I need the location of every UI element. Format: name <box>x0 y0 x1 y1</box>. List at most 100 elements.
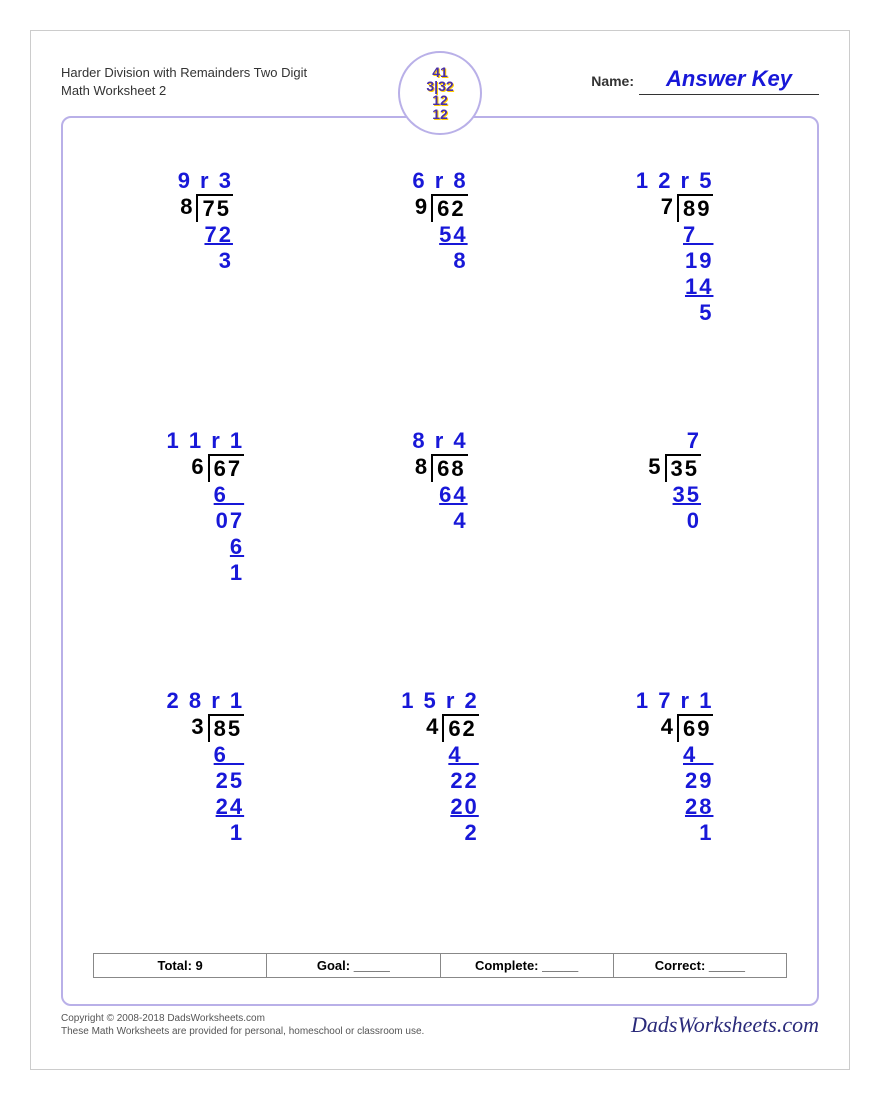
work-line: 6 <box>167 534 245 560</box>
dividend: 89 <box>677 194 713 222</box>
work-line: 2 <box>401 820 479 846</box>
work-line: 64 <box>412 482 467 508</box>
quotient: 1 1 r 1 <box>167 428 245 454</box>
work-line: 24 <box>167 794 245 820</box>
problem-work: 1 2 r 57897 19145 <box>636 168 714 326</box>
logo-icon: 413|321212 <box>426 65 453 121</box>
work-line: 6 <box>167 482 245 508</box>
quotient: 6 r 8 <box>412 168 467 194</box>
work-line: 3 <box>178 248 233 274</box>
dividend: 85 <box>208 714 244 742</box>
footer: Copyright © 2008-2018 DadsWorksheets.com… <box>61 1012 819 1038</box>
divisor: 3 <box>191 714 207 740</box>
work-line: 4 <box>412 508 467 534</box>
divisor-dividend: 535 <box>648 454 701 482</box>
work-line: 28 <box>636 794 714 820</box>
work-line: 07 <box>167 508 245 534</box>
work-line: 25 <box>167 768 245 794</box>
work-line: 7 <box>636 222 714 248</box>
division-problem: 1 7 r 14694 29281 <box>562 688 787 938</box>
quotient: 2 8 r 1 <box>167 688 245 714</box>
division-problem: 6 r 8962548 <box>328 168 553 418</box>
divisor: 8 <box>180 194 196 220</box>
dividend: 62 <box>431 194 467 222</box>
work-line: 14 <box>636 274 714 300</box>
divisor: 9 <box>415 194 431 220</box>
quotient: 1 5 r 2 <box>401 688 479 714</box>
divisor: 4 <box>661 714 677 740</box>
quotient: 1 2 r 5 <box>636 168 714 194</box>
work-line: 35 <box>648 482 701 508</box>
divisor-dividend: 875 <box>178 194 233 222</box>
work-line: 4 <box>636 742 714 768</box>
problem-work: 7535350 <box>648 428 701 534</box>
footer-left: Copyright © 2008-2018 DadsWorksheets.com… <box>61 1012 424 1038</box>
summary-goal: Goal: _____ <box>267 954 440 977</box>
work-line: 29 <box>636 768 714 794</box>
work-line: 1 <box>167 560 245 586</box>
divisor-dividend: 385 <box>167 714 245 742</box>
worksheet-title: Harder Division with Remainders Two Digi… <box>61 56 321 100</box>
divisor: 6 <box>191 454 207 480</box>
work-line: 1 <box>636 820 714 846</box>
division-problem: 2 8 r 13856 25241 <box>93 688 318 938</box>
quotient: 7 <box>648 428 701 454</box>
divisor-dividend: 868 <box>412 454 467 482</box>
division-problem: 1 5 r 24624 22202 <box>328 688 553 938</box>
divisor-dividend: 462 <box>401 714 479 742</box>
work-line: 4 <box>401 742 479 768</box>
division-problem: 8 r 4868644 <box>328 428 553 678</box>
copyright-text: Copyright © 2008-2018 DadsWorksheets.com <box>61 1012 424 1025</box>
work-line: 0 <box>648 508 701 534</box>
dividend: 75 <box>196 194 232 222</box>
divisor-dividend: 667 <box>167 454 245 482</box>
quotient: 9 r 3 <box>178 168 233 194</box>
name-field: Name: Answer Key <box>591 66 819 95</box>
dividend: 67 <box>208 454 244 482</box>
answer-key-text: Answer Key <box>639 66 819 95</box>
division-problem: 7535350 <box>562 428 787 678</box>
problems-grid: 9 r 38757236 r 89625481 2 r 57897 191451… <box>93 168 787 938</box>
name-label: Name: <box>591 73 634 89</box>
problem-work: 1 1 r 16676 0761 <box>167 428 245 586</box>
quotient: 1 7 r 1 <box>636 688 714 714</box>
problem-work: 8 r 4868644 <box>412 428 467 534</box>
brand-text: DadsWorksheets.com <box>631 1012 819 1038</box>
summary-correct: Correct: _____ <box>614 954 786 977</box>
quotient: 8 r 4 <box>412 428 467 454</box>
problem-work: 9 r 3875723 <box>178 168 233 274</box>
divisor-dividend: 789 <box>636 194 714 222</box>
divisor-dividend: 469 <box>636 714 714 742</box>
summary-row: Total: 9 Goal: _____ Complete: _____ Cor… <box>93 953 787 978</box>
work-line: 54 <box>412 222 467 248</box>
division-problem: 9 r 3875723 <box>93 168 318 418</box>
work-line: 1 <box>167 820 245 846</box>
content-frame: 9 r 38757236 r 89625481 2 r 57897 191451… <box>61 116 819 1006</box>
divisor: 8 <box>415 454 431 480</box>
problem-work: 6 r 8962548 <box>412 168 467 274</box>
work-line: 6 <box>167 742 245 768</box>
work-line: 22 <box>401 768 479 794</box>
problem-work: 1 7 r 14694 29281 <box>636 688 714 846</box>
division-problem: 1 1 r 16676 0761 <box>93 428 318 678</box>
problem-work: 2 8 r 13856 25241 <box>167 688 245 846</box>
divisor: 4 <box>426 714 442 740</box>
division-problem: 1 2 r 57897 19145 <box>562 168 787 418</box>
work-line: 20 <box>401 794 479 820</box>
work-line: 5 <box>636 300 714 326</box>
footer-note: These Math Worksheets are provided for p… <box>61 1025 424 1038</box>
worksheet-page: Harder Division with Remainders Two Digi… <box>30 30 850 1070</box>
dividend: 69 <box>677 714 713 742</box>
work-line: 19 <box>636 248 714 274</box>
divisor-dividend: 962 <box>412 194 467 222</box>
divisor: 7 <box>661 194 677 220</box>
logo-badge: 413|321212 <box>398 51 482 135</box>
work-line: 8 <box>412 248 467 274</box>
summary-total: Total: 9 <box>94 954 267 977</box>
work-line: 72 <box>178 222 233 248</box>
divisor: 5 <box>648 454 664 480</box>
dividend: 62 <box>442 714 478 742</box>
problem-work: 1 5 r 24624 22202 <box>401 688 479 846</box>
dividend: 35 <box>665 454 701 482</box>
dividend: 68 <box>431 454 467 482</box>
